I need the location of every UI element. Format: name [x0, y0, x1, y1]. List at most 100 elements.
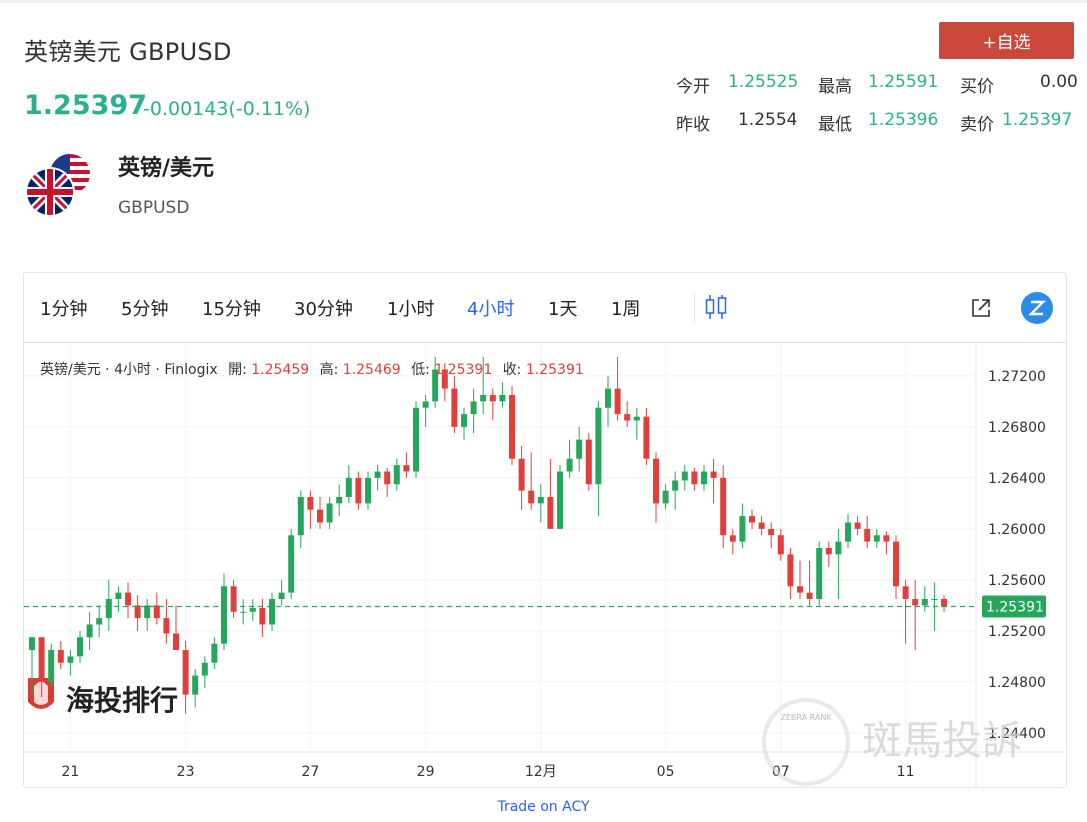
candle-body	[777, 535, 784, 555]
candle-body	[163, 618, 170, 634]
candle-body	[384, 471, 391, 485]
candle-body	[768, 528, 775, 536]
candle-body	[345, 477, 352, 497]
currency-flag-icon	[25, 152, 94, 218]
y-tick-label: 1.25600	[988, 573, 1046, 589]
candle-body	[77, 637, 83, 657]
legend-open-value: 1.25459	[251, 362, 310, 378]
popout-icon[interactable]	[970, 297, 992, 319]
candle-body	[806, 592, 813, 599]
add-watchlist-button[interactable]: +自选	[939, 22, 1074, 59]
candle-body	[326, 503, 333, 523]
trade-on-acy-link[interactable]: Trade on ACY	[497, 799, 590, 815]
timeframe-4h[interactable]: 4小时	[467, 299, 515, 320]
quote-row-2: 昨收 1.2554 最低 1.25396 卖价 1.25397	[676, 110, 1076, 148]
candle-body	[624, 414, 631, 421]
timeframe-1h[interactable]: 1小时	[387, 299, 435, 320]
candlestick-icon[interactable]	[704, 293, 728, 321]
candle-body	[595, 407, 602, 485]
candle-body	[864, 528, 871, 542]
candle-body	[470, 401, 477, 415]
candle-body	[585, 439, 592, 485]
candle-body	[797, 586, 803, 593]
prev-close-value: 1.2554	[738, 110, 798, 130]
x-tick-label: 05	[657, 764, 675, 780]
candle-body	[729, 535, 736, 542]
ask-label: 卖价	[960, 115, 994, 135]
candle-body	[240, 611, 247, 613]
low-value: 1.25396	[868, 110, 939, 130]
timeframe-1d[interactable]: 1天	[548, 299, 578, 320]
candle-body	[441, 369, 448, 389]
watermark-badge-text: ZEBRA RANK	[780, 713, 832, 722]
candle-body	[57, 650, 64, 663]
candle-body	[230, 586, 237, 612]
pair-name: 英镑/美元	[118, 156, 215, 181]
candle-body	[355, 477, 362, 504]
candle-body	[893, 541, 899, 587]
open-label: 今开	[676, 77, 710, 97]
ask-value: 1.25397	[1002, 110, 1073, 130]
candle-body	[249, 607, 256, 612]
timeframe-30m[interactable]: 30分钟	[294, 299, 353, 320]
candle-body	[499, 395, 506, 402]
candle-body	[749, 516, 755, 523]
candle-body	[413, 407, 419, 472]
candle-body	[691, 471, 698, 485]
timeframe-15m[interactable]: 15分钟	[202, 299, 261, 320]
candle-body	[173, 633, 179, 650]
candle-body	[125, 592, 131, 606]
x-tick-label: 27	[301, 764, 319, 780]
x-tick-label: 12月	[525, 764, 557, 780]
high-label: 最高	[818, 77, 852, 97]
timeframe-5m[interactable]: 5分钟	[121, 299, 169, 320]
candle-body	[547, 497, 554, 529]
timeframe-1w[interactable]: 1周	[611, 299, 641, 320]
legend-low-label: 低:	[411, 362, 430, 378]
y-tick-label: 1.27200	[988, 369, 1046, 385]
legend-high-label: 高:	[319, 362, 339, 378]
candle-body	[451, 388, 458, 427]
legend-low-value: 1.25391	[434, 362, 493, 378]
candle-body	[653, 458, 659, 504]
candle-body	[662, 490, 669, 504]
bid-label: 买价	[960, 77, 994, 97]
candle-body	[710, 471, 717, 478]
candle-body	[192, 675, 199, 695]
candle-body	[537, 497, 544, 504]
top-divider	[0, 0, 1087, 3]
candle-body	[307, 497, 314, 510]
candle-body	[38, 637, 45, 682]
x-tick-label: 29	[417, 764, 435, 780]
page-title: 英镑美元 GBPUSD	[24, 38, 232, 66]
candle-body	[144, 605, 151, 619]
toolbar-separator	[694, 293, 695, 323]
candle-body	[739, 516, 746, 542]
candle-body	[605, 388, 611, 408]
candle-body	[201, 662, 208, 676]
tradingview-logo-icon[interactable]	[1021, 292, 1053, 324]
candle-body	[633, 416, 640, 421]
legend-close-value: 1.25391	[525, 362, 584, 378]
candle-body	[374, 471, 381, 478]
candle-body	[461, 414, 467, 427]
candle-body	[681, 471, 688, 481]
candle-body	[67, 656, 74, 663]
candle-body	[480, 395, 487, 402]
candle-body	[921, 599, 928, 606]
candle-body	[854, 522, 861, 529]
candle-body	[509, 395, 515, 459]
x-tick-label: 11	[897, 764, 915, 780]
candle-body	[845, 522, 851, 542]
candle-body	[701, 471, 707, 485]
legend-open-label: 開:	[228, 362, 247, 378]
candlestick-chart[interactable]: 1.27200 1.26800 1.26400 1.26000 1.25600 1.252…	[24, 344, 1066, 788]
candle-body	[835, 541, 842, 555]
last-price-tag	[982, 595, 1046, 618]
candle-body	[403, 465, 410, 472]
candle-body	[787, 554, 794, 587]
candle-body	[422, 401, 429, 408]
candle-body	[48, 650, 55, 682]
last-price-label: 1.25391	[986, 600, 1044, 616]
timeframe-1m[interactable]: 1分钟	[40, 299, 88, 320]
